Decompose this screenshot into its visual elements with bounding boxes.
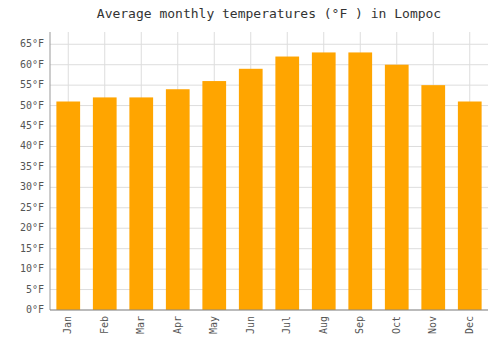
x-tick-label: Feb	[99, 316, 110, 334]
bar	[202, 81, 226, 310]
bar	[239, 69, 263, 310]
y-tick-label: 25°F	[20, 202, 44, 213]
y-tick-label: 35°F	[20, 161, 44, 172]
y-axis-line	[50, 32, 51, 310]
x-axis-line	[50, 310, 488, 311]
x-tick-label: Oct	[391, 316, 402, 334]
x-tick-label: Apr	[172, 316, 183, 334]
bar	[93, 97, 117, 310]
x-tick-label: Nov	[427, 316, 438, 334]
grid	[50, 32, 488, 310]
y-tick-label: 50°F	[20, 100, 44, 111]
y-tick-label: 40°F	[20, 140, 44, 151]
y-tick-label: 55°F	[20, 79, 44, 90]
x-tick-label: Mar	[135, 316, 146, 334]
y-tick-label: 0°F	[26, 304, 44, 315]
bar	[385, 65, 409, 310]
x-tick-label: May	[208, 316, 219, 334]
x-tick-label: Dec	[464, 316, 475, 334]
x-tick-label: Sep	[354, 316, 365, 334]
y-grid-line	[50, 64, 488, 65]
chart: 0°F 5°F 10°F 15°F 20°F 25°F 30°F 35°F 40°F 45°F 50…	[0, 0, 500, 350]
x-tick-label: Aug	[318, 316, 329, 334]
y-tick-label: 45°F	[20, 120, 44, 131]
y-tick-label: 30°F	[20, 181, 44, 192]
y-axis: 0°F 5°F 10°F 15°F 20°F 25°F 30°F 35°F 40°F 45°F 50…	[20, 38, 44, 315]
title: Average monthly temperatures (°F ) in Lo…	[97, 6, 441, 21]
y-tick-label: 60°F	[20, 59, 44, 70]
chart-container: 0°F 5°F 10°F 15°F 20°F 25°F 30°F 35°F 40°F 45°F 50…	[0, 0, 500, 350]
bars	[56, 52, 481, 310]
y-grid-line	[50, 44, 488, 45]
bar	[275, 57, 299, 310]
x-axis: Jan Feb Mar Apr May Jun Jul Aug Sep Oct Nov Dec	[62, 316, 475, 334]
y-tick-label: 20°F	[20, 222, 44, 233]
x-tick-label: Jan	[62, 316, 73, 334]
bar	[458, 102, 482, 311]
bar	[56, 102, 80, 311]
y-tick-label: 5°F	[26, 284, 44, 295]
y-grid-line	[50, 310, 488, 311]
y-tick-label: 65°F	[20, 38, 44, 49]
bar	[421, 85, 445, 310]
y-tick-label: 10°F	[20, 263, 44, 274]
bar	[166, 89, 190, 310]
bar	[312, 52, 336, 310]
bar	[348, 52, 372, 310]
y-tick-label: 15°F	[20, 243, 44, 254]
bar	[129, 97, 153, 310]
x-tick-label: Jul	[281, 316, 292, 334]
x-tick-label: Jun	[245, 316, 256, 334]
